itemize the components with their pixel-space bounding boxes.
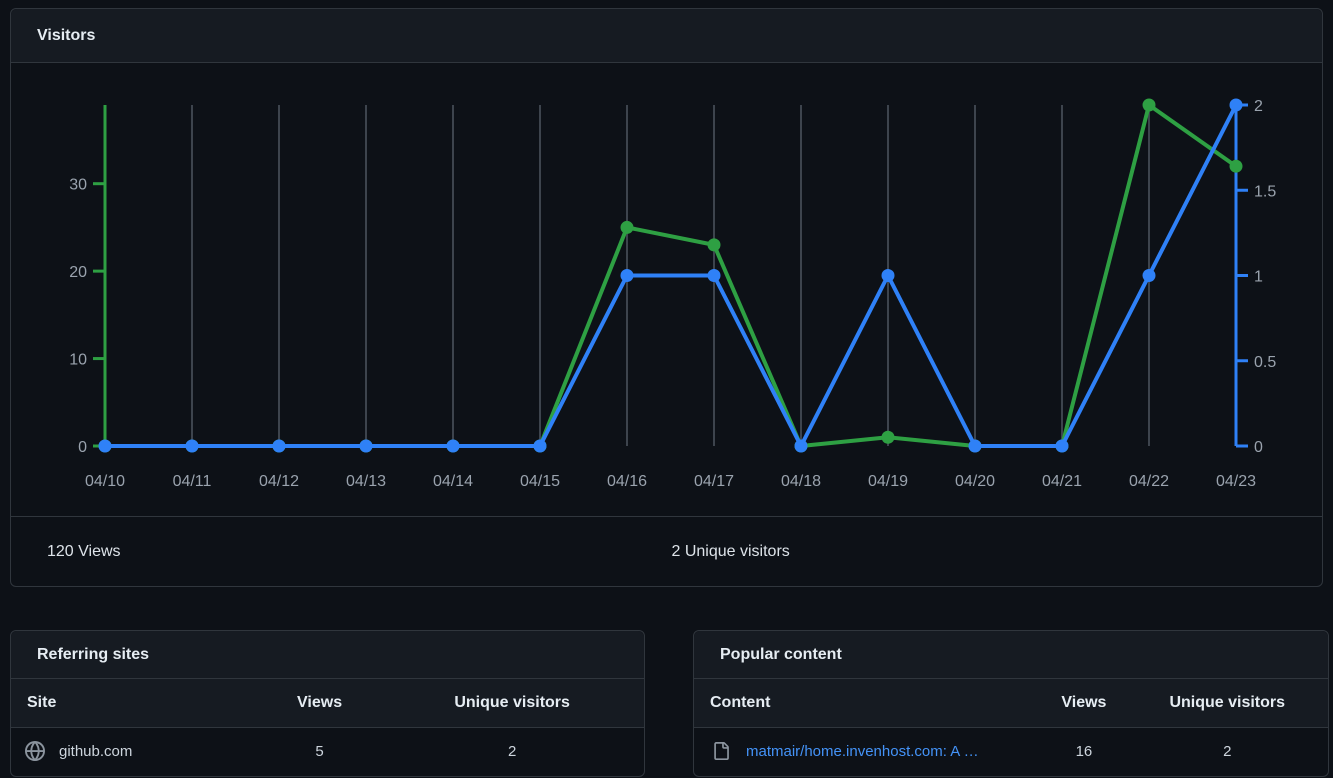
chart-point[interactable]: [707, 269, 721, 282]
y-axis-right-tick-label: 0: [1254, 439, 1263, 456]
chart-point[interactable]: [1142, 269, 1156, 282]
column-header-unique-visitors: Unique visitors: [400, 679, 644, 728]
x-axis-label: 04/18: [781, 473, 821, 490]
column-header-views: Views: [238, 679, 401, 728]
chart-point[interactable]: [881, 430, 895, 444]
visitors-totals: 120 Views 2 Unique visitors: [11, 516, 1322, 586]
chart-point[interactable]: [1229, 98, 1243, 112]
chart-point[interactable]: [881, 269, 895, 282]
chart-point[interactable]: [1229, 159, 1243, 173]
content-views-value: 16: [1075, 742, 1093, 760]
x-axis-label: 04/13: [346, 473, 386, 490]
chart-point[interactable]: [533, 439, 547, 453]
views-total: 120 Views: [47, 542, 121, 560]
y-axis-right-tick-label: 2: [1254, 98, 1263, 115]
series-line-unique-visitors: [103, 103, 1238, 448]
popular-content-table: Content Views Unique visitors matmair/ho…: [694, 679, 1328, 775]
content-link[interactable]: matmair/home.invenhost.com: A …: [746, 742, 979, 760]
y-axis-left-tick-label: 0: [78, 439, 87, 456]
visitors-chart: 0 10 20 30 0 0.5 1 1.5 2 04/10 04/11 04/12 04/13 04/1…: [69, 98, 1276, 490]
chart-point[interactable]: [620, 220, 634, 234]
visitors-chart-region: 0 10 20 30 0 0.5 1 1.5 2 04/10 04/11 04/12 04/13 04/1…: [11, 63, 1322, 516]
x-axis-label: 04/23: [1216, 473, 1256, 490]
file-icon: [714, 742, 729, 761]
unique-visitors-total: 2 Unique visitors: [671, 542, 790, 560]
table-row: matmair/home.invenhost.com: A … 16 2: [694, 727, 1328, 775]
chart-point[interactable]: [1055, 439, 1069, 453]
y-axis-left-tick-label: 20: [69, 264, 87, 281]
visitors-title: Visitors: [37, 26, 96, 44]
x-axis-label: 04/16: [607, 473, 647, 490]
site-views-value: 5: [315, 742, 324, 760]
table-header-row: Site Views Unique visitors: [11, 679, 644, 728]
globe-icon: [25, 741, 45, 762]
content-unique-value: 2: [1223, 742, 1232, 760]
x-axis-label: 04/20: [955, 473, 995, 490]
column-header-views: Views: [1017, 679, 1151, 728]
x-axis-label: 04/15: [520, 473, 560, 490]
popular-content-title: Popular content: [720, 645, 842, 663]
chart-point[interactable]: [968, 439, 982, 453]
chart-point[interactable]: [794, 439, 808, 453]
x-axis-label: 04/19: [868, 473, 908, 490]
x-axis-label: 04/22: [1129, 473, 1169, 490]
x-axis-label: 04/21: [1042, 473, 1082, 490]
popular-content-card: Popular content Content Views Unique vis…: [693, 630, 1329, 777]
column-header-content: Content: [694, 679, 1018, 728]
chart-point[interactable]: [185, 439, 199, 453]
table-row: github.com 5 2: [11, 727, 644, 775]
y-axis-right-tick-label: 1.5: [1254, 183, 1276, 200]
visitors-card-header: Visitors: [11, 9, 1322, 63]
x-axis-label: 04/11: [173, 473, 212, 490]
chart-point[interactable]: [359, 439, 373, 453]
chart-point[interactable]: [98, 439, 112, 453]
y-axis-left-tick-label: 10: [69, 352, 87, 369]
referring-sites-header: Referring sites: [11, 631, 644, 679]
x-axis-label: 04/14: [433, 473, 473, 490]
popular-content-header: Popular content: [694, 631, 1328, 679]
referring-sites-card: Referring sites Site Views Unique visito…: [10, 630, 645, 777]
referring-sites-table: Site Views Unique visitors github.com 5 …: [11, 679, 644, 775]
x-axis-label: 04/17: [694, 473, 734, 490]
site-unique-value: 2: [507, 742, 517, 760]
column-header-site: Site: [11, 679, 239, 728]
table-header-row: Content Views Unique visitors: [694, 679, 1328, 728]
chart-point[interactable]: [707, 238, 721, 252]
chart-point[interactable]: [1142, 98, 1156, 112]
chart-point[interactable]: [620, 269, 634, 282]
site-name: github.com: [59, 742, 133, 760]
y-axis-right-tick-label: 1: [1254, 269, 1263, 286]
column-header-unique-visitors: Unique visitors: [1150, 679, 1328, 728]
visitors-card: Visitors 0 10 20 30 0 0.5 1 1.5 2 04/10 04/11 04/12…: [10, 8, 1323, 587]
chart-point[interactable]: [272, 439, 286, 453]
x-axis-label: 04/12: [259, 473, 299, 490]
y-axis-left-tick-label: 30: [69, 177, 87, 194]
y-axis-right-tick-label: 0.5: [1254, 354, 1276, 371]
referring-sites-title: Referring sites: [37, 645, 150, 663]
x-axis-label: 04/10: [85, 473, 125, 490]
chart-point[interactable]: [446, 439, 460, 453]
